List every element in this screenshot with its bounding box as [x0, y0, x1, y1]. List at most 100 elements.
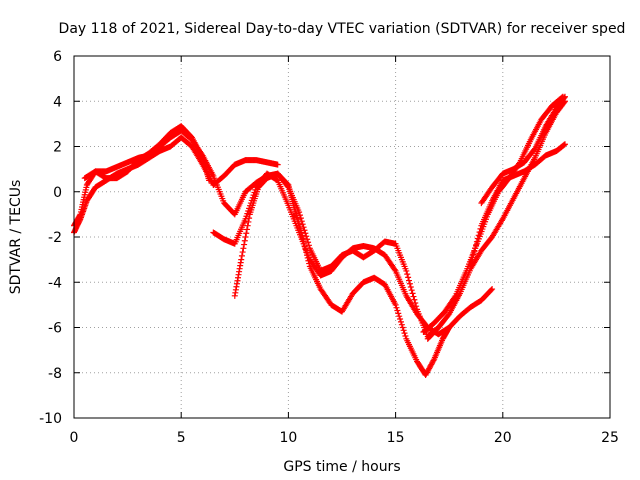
series-track-4 [210, 170, 496, 338]
data-point [473, 241, 479, 248]
data-point [409, 290, 416, 297]
series-track-8 [467, 141, 568, 268]
data-point [249, 194, 256, 201]
data-point [395, 310, 402, 317]
grid [74, 56, 610, 418]
data-point [238, 252, 245, 259]
data-point [299, 221, 306, 228]
data-point [391, 266, 398, 273]
data-point [244, 210, 251, 217]
data-point [430, 357, 437, 364]
data-point [300, 224, 307, 231]
data-point [475, 232, 482, 239]
data-point [243, 226, 250, 233]
x-tick-label: 15 [387, 430, 405, 446]
data-point [241, 241, 248, 248]
series-track-9 [478, 93, 568, 207]
x-tick-label: 0 [70, 430, 79, 446]
data-point [405, 274, 412, 281]
data-point [284, 183, 291, 190]
series-track-5 [81, 127, 442, 340]
data-point [301, 227, 308, 234]
data-point [246, 205, 253, 212]
tick-labels: 0 5 10 15 20 25 -10 -8 -6 -4 -2 0 2 4 6 [39, 49, 619, 446]
data-point [477, 225, 484, 232]
data-point [474, 235, 481, 242]
y-tick-label: -10 [39, 411, 62, 427]
data-point [303, 233, 310, 240]
y-tick-label: 2 [53, 140, 62, 156]
data-point [397, 318, 404, 325]
data-point [305, 239, 312, 246]
x-tick-label: 5 [177, 430, 186, 446]
data-point [274, 161, 281, 168]
data-point [245, 207, 252, 214]
data-point [469, 254, 476, 261]
plot-frame [73, 55, 611, 419]
data-point [297, 212, 304, 219]
y-tick-label: 4 [53, 94, 62, 110]
data-point [561, 94, 568, 101]
data-point [410, 293, 417, 300]
data-point [304, 236, 311, 243]
data-point [394, 307, 401, 314]
data-point [561, 141, 568, 148]
data-point [401, 330, 408, 337]
data-point [243, 230, 250, 237]
data-point [468, 257, 475, 264]
data-point [239, 249, 246, 256]
data-point [243, 213, 250, 220]
data-point [471, 248, 478, 255]
data-point [251, 189, 258, 196]
x-tick-label: 20 [494, 430, 512, 446]
data-point [472, 245, 479, 252]
data-point [206, 177, 213, 184]
data-point [242, 215, 249, 222]
x-tick-label: 10 [279, 430, 297, 446]
data-point [531, 146, 538, 153]
data-point [408, 287, 415, 294]
data-point [242, 234, 249, 240]
data-point [248, 197, 255, 204]
data-point [411, 296, 418, 303]
x-axis-label: GPS time / hours [283, 459, 400, 475]
data-point [399, 324, 406, 331]
y-tick-label: -4 [48, 275, 62, 291]
y-tick-label: 6 [53, 49, 62, 65]
data-point [198, 151, 205, 158]
data-point [489, 286, 496, 293]
data-point [245, 218, 252, 225]
data-point [413, 303, 420, 310]
data-point [406, 277, 412, 284]
data-point [400, 327, 407, 334]
data-point [404, 271, 411, 278]
data-point [412, 299, 419, 306]
data-point [297, 215, 304, 222]
data-point [406, 280, 413, 287]
data-point [402, 332, 409, 339]
data-point [476, 229, 483, 236]
data-series [71, 93, 568, 379]
x-tick-label: 25 [601, 430, 619, 446]
data-point [397, 316, 404, 323]
data-point [250, 192, 257, 199]
y-tick-label: -8 [48, 366, 62, 382]
y-tick-label: 0 [53, 185, 62, 201]
data-point [393, 304, 400, 311]
data-point [488, 286, 495, 293]
y-tick-label: -2 [48, 230, 62, 246]
data-point [298, 218, 305, 225]
data-point [407, 283, 414, 290]
data-point [238, 256, 245, 263]
y-axis-label: SDTVAR / TECUs [8, 180, 24, 295]
data-point [305, 242, 312, 249]
data-point [302, 230, 309, 237]
data-point [403, 267, 410, 274]
data-point [246, 202, 253, 209]
data-point [398, 321, 405, 328]
data-point [473, 238, 480, 245]
data-point [252, 186, 259, 193]
data-point [396, 313, 403, 320]
data-point [467, 261, 474, 268]
data-point [561, 93, 568, 100]
